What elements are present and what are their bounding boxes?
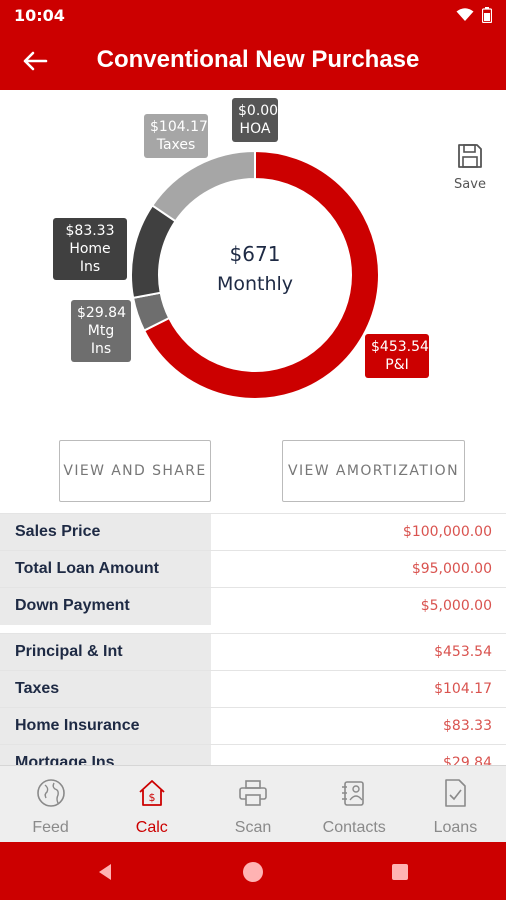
app-bar: Conventional New Purchase xyxy=(0,30,506,90)
row-value: $453.54 xyxy=(434,644,492,660)
pi-name: P&I xyxy=(385,357,409,373)
view-amortization-button[interactable]: VIEW AMORTIZATION xyxy=(282,440,465,502)
row-value: $104.17 xyxy=(434,681,492,697)
nav-label: Contacts xyxy=(322,819,386,836)
contacts-icon xyxy=(342,781,365,806)
table-row: Total Loan Amount $95,000.00 xyxy=(0,550,506,588)
table-row: Taxes $104.17 xyxy=(0,670,506,708)
row-label: Taxes xyxy=(0,671,211,708)
circle-home-icon xyxy=(243,862,263,882)
mtg-ins-name: Mtg Ins xyxy=(87,323,115,357)
nav-label: Loans xyxy=(433,819,478,836)
chart-label-taxes: $104.17 Taxes xyxy=(144,114,208,158)
nav-item-calc[interactable]: $ Calc xyxy=(101,766,202,842)
floppy-disk-icon xyxy=(458,144,482,168)
nav-item-scan[interactable]: Scan xyxy=(202,766,303,842)
monthly-label: Monthly xyxy=(216,273,294,295)
status-time: 10:04 xyxy=(14,6,65,25)
battery-icon xyxy=(482,7,492,23)
payment-breakdown-table: Principal & Int $453.54 Taxes $104.17 Ho… xyxy=(0,633,506,782)
donut-slice-taxes xyxy=(150,149,256,223)
table-row: Down Payment $5,000.00 xyxy=(0,587,506,625)
view-and-share-button[interactable]: VIEW AND SHARE xyxy=(59,440,211,502)
triangle-back-icon xyxy=(99,864,111,880)
svg-text:$: $ xyxy=(148,791,155,804)
home-ins-amount: $83.33 xyxy=(65,223,115,239)
save-label: Save xyxy=(454,177,486,192)
row-label: Total Loan Amount xyxy=(0,551,211,588)
nav-label: Calc xyxy=(135,819,168,836)
document-check-icon xyxy=(445,779,467,807)
square-recents-icon xyxy=(392,864,408,880)
system-back-button[interactable] xyxy=(91,858,119,886)
printer-icon xyxy=(239,780,267,806)
nav-label: Feed xyxy=(32,819,69,836)
status-bar: 10:04 xyxy=(0,0,506,30)
row-label: Sales Price xyxy=(0,514,211,551)
chart-label-hoa: $0.00 HOA xyxy=(232,98,278,142)
row-value: $5,000.00 xyxy=(420,598,492,614)
row-label: Principal & Int xyxy=(0,634,211,671)
mtg-ins-amount: $29.84 xyxy=(77,305,126,321)
home-ins-name: Home Ins xyxy=(69,241,111,275)
wifi-icon xyxy=(456,8,474,21)
page-title: Conventional New Purchase xyxy=(96,46,420,73)
loan-summary-table: Sales Price $100,000.00 Total Loan Amoun… xyxy=(0,513,506,625)
taxes-amount: $104.17 xyxy=(150,119,208,135)
donut-chart xyxy=(130,149,380,400)
chart-label-home-ins: $83.33 Home Ins xyxy=(53,218,127,280)
row-value: $100,000.00 xyxy=(402,524,492,540)
system-recents-button[interactable] xyxy=(386,858,414,886)
nav-label: Scan xyxy=(234,819,272,836)
donut-slice-home-ins xyxy=(130,204,177,300)
chart-label-pi: $453.54 P&I xyxy=(365,334,429,378)
table-row: Sales Price $100,000.00 xyxy=(0,513,506,551)
nav-item-feed[interactable]: Feed xyxy=(0,766,101,842)
back-button[interactable] xyxy=(18,46,52,76)
arrow-left-icon xyxy=(23,51,48,71)
payment-chart: $671 Monthly $104.17 Taxes $0.00 HOA $83… xyxy=(0,90,506,435)
row-value: $83.33 xyxy=(443,718,492,734)
house-dollar-icon: $ xyxy=(139,780,165,806)
table-row: Home Insurance $83.33 xyxy=(0,707,506,745)
row-label: Down Payment xyxy=(0,588,211,625)
system-home-button[interactable] xyxy=(239,858,267,886)
row-label: Home Insurance xyxy=(0,708,211,745)
hoa-amount: $0.00 xyxy=(238,103,279,119)
donut-slice-p-i xyxy=(142,149,380,400)
status-icons xyxy=(456,7,492,23)
chart-label-mtg-ins: $29.84 Mtg Ins xyxy=(71,300,131,362)
table-row: Principal & Int $453.54 xyxy=(0,633,506,671)
system-nav-bar xyxy=(0,842,506,900)
taxes-name: Taxes xyxy=(156,137,196,153)
nav-item-contacts[interactable]: Contacts xyxy=(304,766,405,842)
bottom-nav: Feed $ Calc Scan Contacts Loans xyxy=(0,765,506,842)
nav-item-loans[interactable]: Loans xyxy=(405,766,506,842)
pi-amount: $453.54 xyxy=(371,339,429,355)
monthly-total: $671 xyxy=(229,242,281,266)
save-button[interactable]: Save xyxy=(448,142,492,194)
hoa-name: HOA xyxy=(239,121,271,137)
globe-icon xyxy=(36,779,65,807)
row-value: $95,000.00 xyxy=(411,561,492,577)
